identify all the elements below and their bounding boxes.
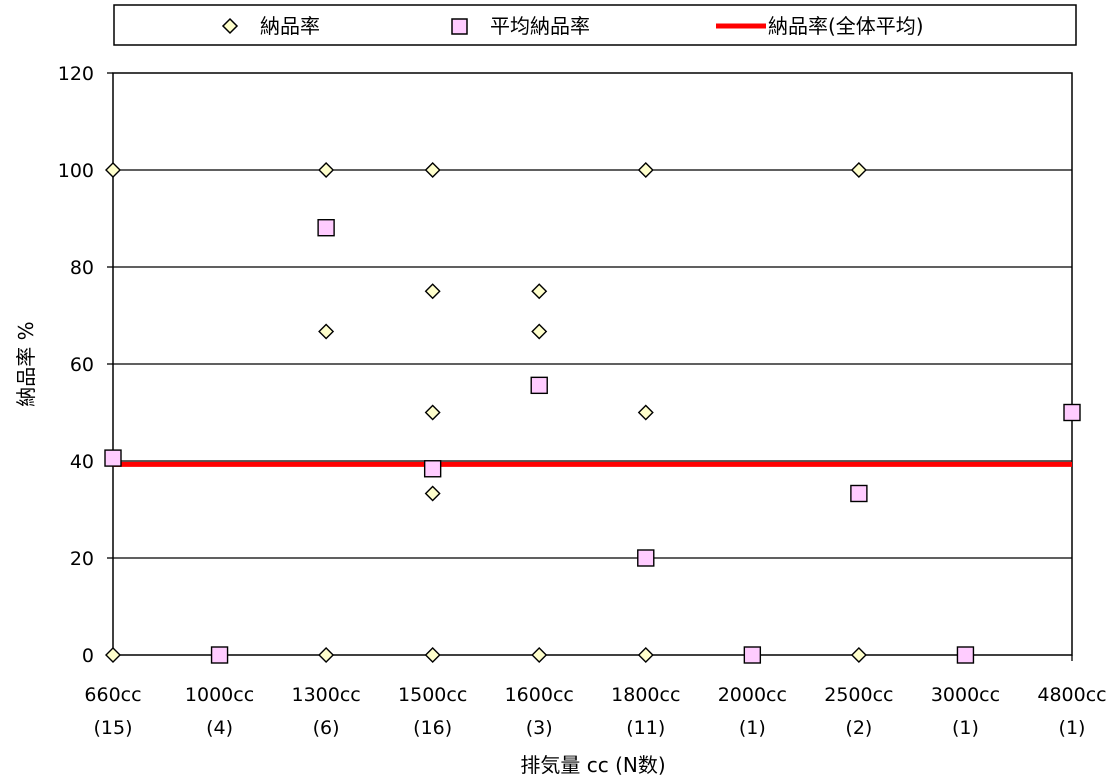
y-tick-label: 80	[70, 257, 94, 279]
diamond-data-point	[318, 323, 335, 340]
x-tick-label: 3000cc	[931, 684, 1000, 706]
diamond-data-point	[637, 647, 654, 663]
data-markers	[104, 162, 1081, 664]
x-axis-ticks: 660cc (15) 1000cc (4) 1300cc (6) 1500cc (16) 160…	[84, 655, 1107, 739]
x-tick-label: 1600cc	[505, 684, 574, 706]
gridlines	[113, 169, 1072, 559]
x-axis-title: 排気量 cc (N数)	[520, 753, 665, 777]
x-tick-label: 660cc	[84, 684, 141, 706]
square-data-point	[956, 646, 975, 664]
diamond-data-point	[318, 162, 335, 178]
legend-square-marker	[451, 18, 468, 35]
x-tick-label: 1000cc	[185, 684, 254, 706]
x-tick-sample-count: (2)	[845, 717, 872, 739]
diamond-data-point	[637, 162, 654, 178]
diamond-data-point	[318, 647, 335, 663]
diamond-data-point	[637, 404, 654, 421]
square-data-point	[423, 460, 442, 478]
diamond-data-point	[105, 162, 121, 178]
y-tick-label: 60	[70, 354, 94, 376]
x-tick-label: 4800cc	[1037, 684, 1106, 706]
square-data-point	[1063, 403, 1081, 422]
x-tick-label: 1800cc	[611, 684, 680, 706]
x-tick-sample-count: (6)	[313, 717, 340, 739]
legend-label-series-2: 平均納品率	[490, 14, 590, 38]
square-data-point	[317, 219, 335, 237]
diamond-data-point	[424, 404, 441, 421]
square-data-point	[850, 484, 868, 503]
legend-diamond-marker	[221, 17, 239, 35]
x-tick-sample-count: (4)	[206, 717, 233, 739]
legend-label-series-1: 納品率	[260, 14, 320, 38]
diamond-data-point	[531, 323, 548, 340]
x-tick-label: 1300cc	[291, 684, 360, 706]
x-tick-sample-count: (11)	[626, 717, 665, 739]
x-tick-sample-count: (3)	[526, 717, 553, 739]
y-tick-label: 20	[70, 548, 94, 570]
y-tick-label: 40	[70, 451, 94, 473]
legend-box	[113, 4, 1077, 46]
diamond-data-point	[531, 283, 548, 300]
x-tick-label: 2000cc	[718, 684, 787, 706]
diamond-data-point	[424, 647, 441, 663]
diamond-data-point	[850, 162, 867, 178]
square-data-point	[530, 376, 548, 395]
y-tick-label: 120	[58, 63, 94, 85]
x-tick-label: 2500cc	[824, 684, 893, 706]
y-axis-title: 納品率 %	[14, 321, 38, 406]
diamond-data-point	[424, 485, 441, 502]
legend-label-series-3: 納品率(全体平均)	[768, 14, 924, 38]
y-tick-label: 0	[82, 645, 94, 667]
diamond-data-point	[424, 283, 441, 300]
legend: 納品率 平均納品率 納品率(全体平均)	[113, 4, 1077, 46]
diamond-data-point	[105, 647, 121, 663]
square-data-point	[104, 449, 122, 467]
square-data-point	[743, 646, 762, 664]
x-tick-label: 1500cc	[398, 684, 467, 706]
diamond-data-point	[424, 162, 441, 178]
x-tick-sample-count: (1)	[1059, 717, 1086, 739]
x-tick-sample-count: (1)	[739, 717, 766, 739]
x-tick-sample-count: (15)	[93, 717, 132, 739]
diamond-data-point	[850, 647, 867, 663]
x-tick-sample-count: (16)	[413, 717, 452, 739]
square-data-point	[210, 646, 229, 664]
x-tick-sample-count: (1)	[952, 717, 979, 739]
square-data-point	[637, 549, 655, 567]
y-axis-ticks: 0 20 40 60 80 100 120	[58, 63, 113, 667]
diamond-data-point	[531, 647, 548, 663]
y-tick-label: 100	[58, 160, 94, 182]
